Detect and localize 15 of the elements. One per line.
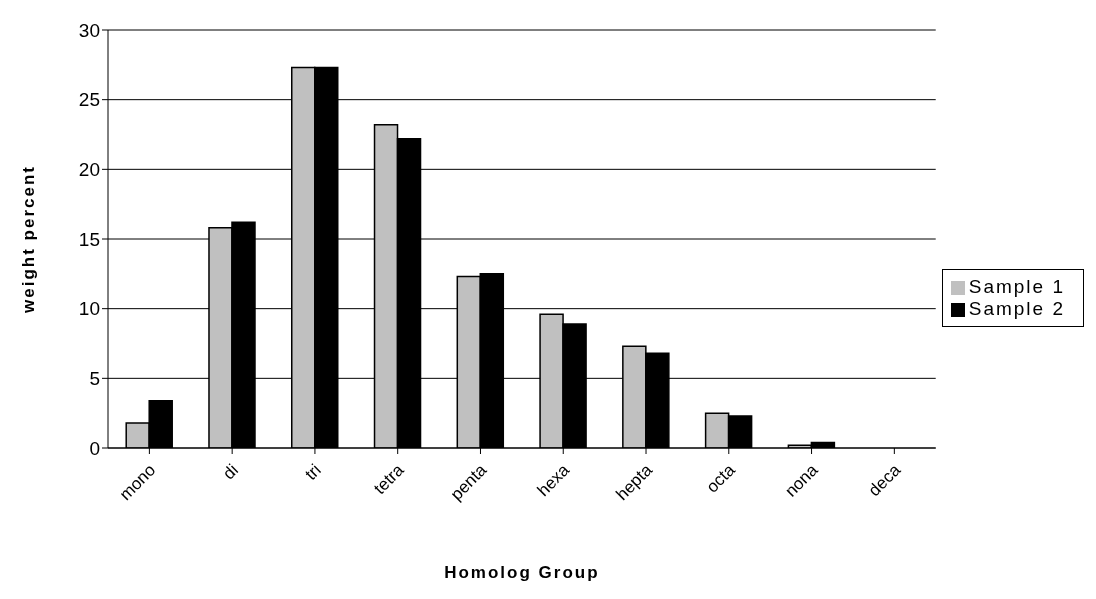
x-tick-label: di <box>219 460 243 484</box>
x-tick-label: tri <box>301 460 325 484</box>
legend-label: Sample 2 <box>968 298 1065 319</box>
x-tick-label: tetra <box>370 460 408 498</box>
y-tick-label: 20 <box>78 159 100 181</box>
y-tick-label: 10 <box>78 298 100 320</box>
y-tick-label: 15 <box>78 228 100 250</box>
x-axis-title: Homolog Group <box>444 563 600 582</box>
legend-label: Sample 1 <box>968 276 1065 297</box>
y-tick-label: 30 <box>78 19 100 41</box>
y-tick-label: 0 <box>89 437 100 459</box>
y-tick-label: 25 <box>78 89 100 111</box>
x-tick-label: octa <box>702 460 740 497</box>
y-axis-title: weight percent <box>19 165 39 314</box>
y-tick-label: 5 <box>89 368 100 390</box>
